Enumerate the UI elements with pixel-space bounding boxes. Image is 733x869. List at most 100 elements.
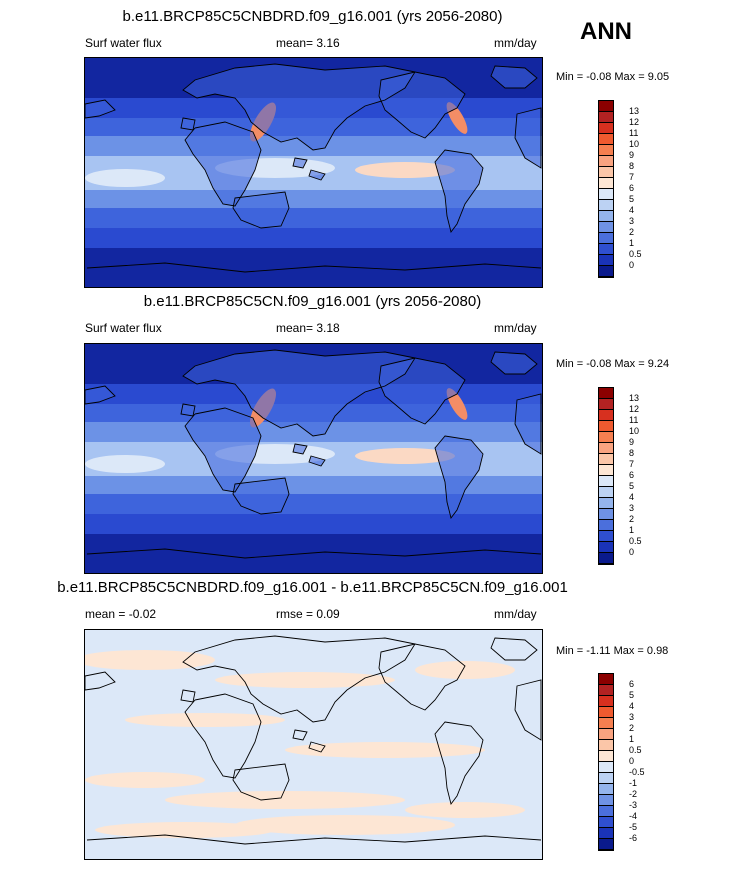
colorbar-swatch (599, 399, 613, 410)
colorbar-tick-label: 6 (629, 183, 635, 193)
field-band (85, 268, 542, 287)
coastline (490, 637, 538, 661)
coastline (232, 477, 290, 515)
colorbar-swatch (599, 498, 613, 509)
field-band (85, 514, 542, 534)
field-band (85, 476, 542, 494)
panel-2-mean: mean= 3.18 (276, 321, 340, 335)
colorbar-swatch (599, 817, 613, 828)
land-area (309, 170, 325, 180)
panel-1-variable-label: Surf water flux (85, 36, 162, 50)
colorbar-swatch (599, 421, 613, 432)
coastline (86, 548, 542, 559)
colorbar-tick-label: 2 (629, 514, 635, 524)
colorbar-swatch (599, 707, 613, 718)
colorbar-swatch (599, 123, 613, 134)
land-area (293, 444, 307, 454)
colorbar-swatch (599, 255, 613, 266)
coastline (232, 191, 290, 229)
colorbar-tick-label: 1 (629, 734, 635, 744)
land-area (515, 108, 541, 168)
colorbar-tick-label: 11 (629, 415, 639, 425)
land-area (181, 404, 195, 416)
colorbar-tick-label: 0 (629, 756, 635, 766)
land-area (233, 192, 289, 228)
colorbar-swatch (599, 718, 613, 729)
field-patch (85, 650, 215, 670)
colorbar-swatch (599, 674, 613, 685)
colorbar-swatch (599, 266, 613, 277)
field-patch (165, 791, 405, 809)
colorbar-swatch (599, 773, 613, 784)
colorbar-swatch (599, 509, 613, 520)
panel-1-units: mm/day (494, 36, 537, 50)
colorbar-tick-label: 11 (629, 128, 639, 138)
colorbar-swatch (599, 839, 613, 850)
colorbar-swatch (599, 145, 613, 156)
field-patch (235, 815, 455, 835)
coastline (378, 357, 466, 425)
field-patch (85, 772, 205, 788)
coastline (182, 635, 416, 723)
land-area (379, 358, 465, 424)
colorbar-swatch (599, 156, 613, 167)
colorbar-swatch (599, 222, 613, 233)
land-area (233, 478, 289, 514)
colorbar-tick-label: 8 (629, 161, 635, 171)
field-band (85, 190, 542, 208)
panel-3-colorbar: 6 5 4 3 2 1 0.5 0 -0.5 -1 -2 -3 -4 -5 -6 (598, 673, 645, 851)
panel-3-title: b.e11.BRCP85C5CNBDRD.f09_g16.001 - b.e11… (57, 579, 568, 596)
panel-2-min-max: Min = -0.08 Max = 9.24 (556, 358, 670, 370)
colorbar-tick-label: 6 (629, 470, 635, 480)
field-patch (85, 169, 165, 187)
land-area (183, 64, 415, 150)
colorbar-swatch (599, 112, 613, 123)
colorbar-tick-label: 0.5 (629, 536, 642, 546)
land-area (491, 352, 537, 374)
coastline (184, 693, 262, 779)
colorbar-tick-label: 0 (629, 547, 635, 557)
coastline (308, 455, 326, 467)
coastline (182, 63, 416, 151)
field-band (85, 554, 542, 573)
field-patch (215, 672, 395, 688)
land-area (183, 350, 415, 436)
colorbar-tick-label: 13 (629, 393, 640, 403)
colorbar-tick-label: -4 (629, 811, 638, 821)
panel-2-title: b.e11.BRCP85C5CN.f09_g16.001 (yrs 2056-2… (143, 293, 482, 310)
colorbar-tick-label: 0.5 (629, 745, 642, 755)
coastline (180, 403, 196, 417)
colorbar-tick-label: 5 (629, 690, 635, 700)
colorbar-tick-label: 4 (629, 701, 635, 711)
field-band (85, 534, 542, 554)
coastline (86, 262, 542, 273)
coastline (292, 443, 308, 455)
panel-1-mean: mean= 3.16 (276, 36, 340, 50)
colorbar-tick-label: 9 (629, 150, 635, 160)
coastline (292, 729, 308, 741)
colorbar-tick-label: -5 (629, 822, 638, 832)
colorbar-swatch (599, 531, 613, 542)
coastline (184, 121, 262, 207)
land-area (85, 386, 115, 404)
field-patch (285, 742, 485, 758)
colorbar-swatch (599, 443, 613, 454)
coastline (490, 351, 538, 375)
colorbar-swatch (599, 167, 613, 178)
colorbar-tick-label: 6 (629, 679, 635, 689)
land-area (309, 456, 325, 466)
colorbar-tick-label: 2 (629, 227, 635, 237)
land-area (85, 100, 115, 118)
coastline (85, 385, 116, 405)
coastline (308, 169, 326, 181)
land-area (379, 72, 465, 138)
field-band (85, 208, 542, 228)
panel-2-variable-label: Surf water flux (85, 321, 162, 335)
colorbar-tick-label: 10 (629, 139, 640, 149)
coastline (232, 763, 290, 801)
colorbar-tick-label: 0 (629, 260, 635, 270)
coastline (85, 99, 116, 119)
colorbar-tick-label: -6 (629, 833, 638, 843)
land-area (181, 118, 195, 130)
land-area (293, 158, 307, 168)
